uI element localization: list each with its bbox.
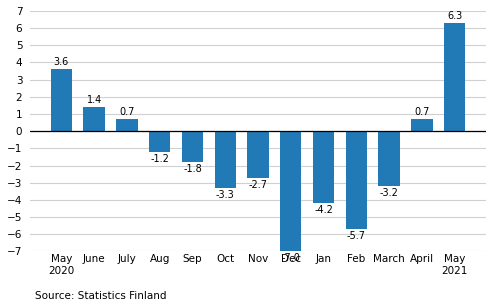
Text: 0.7: 0.7 <box>414 107 429 117</box>
Bar <box>83 107 105 131</box>
Text: 3.6: 3.6 <box>54 57 69 67</box>
Text: Source: Statistics Finland: Source: Statistics Finland <box>35 291 166 301</box>
Bar <box>280 131 301 251</box>
Bar <box>116 119 138 131</box>
Text: -3.2: -3.2 <box>380 188 398 198</box>
Bar <box>346 131 367 229</box>
Bar <box>411 119 432 131</box>
Text: -3.3: -3.3 <box>216 190 235 200</box>
Bar <box>214 131 236 188</box>
Bar <box>444 23 465 131</box>
Text: -2.7: -2.7 <box>248 180 268 190</box>
Bar <box>149 131 170 152</box>
Bar <box>182 131 203 162</box>
Text: -7.0: -7.0 <box>282 254 300 264</box>
Bar <box>313 131 334 203</box>
Text: -5.7: -5.7 <box>347 231 366 241</box>
Text: -1.8: -1.8 <box>183 164 202 174</box>
Text: -4.2: -4.2 <box>314 206 333 215</box>
Text: 0.7: 0.7 <box>119 107 135 117</box>
Bar <box>51 69 72 131</box>
Text: 1.4: 1.4 <box>86 95 102 105</box>
Text: -1.2: -1.2 <box>150 154 169 164</box>
Text: 6.3: 6.3 <box>447 11 462 21</box>
Bar <box>379 131 400 186</box>
Bar <box>247 131 269 178</box>
